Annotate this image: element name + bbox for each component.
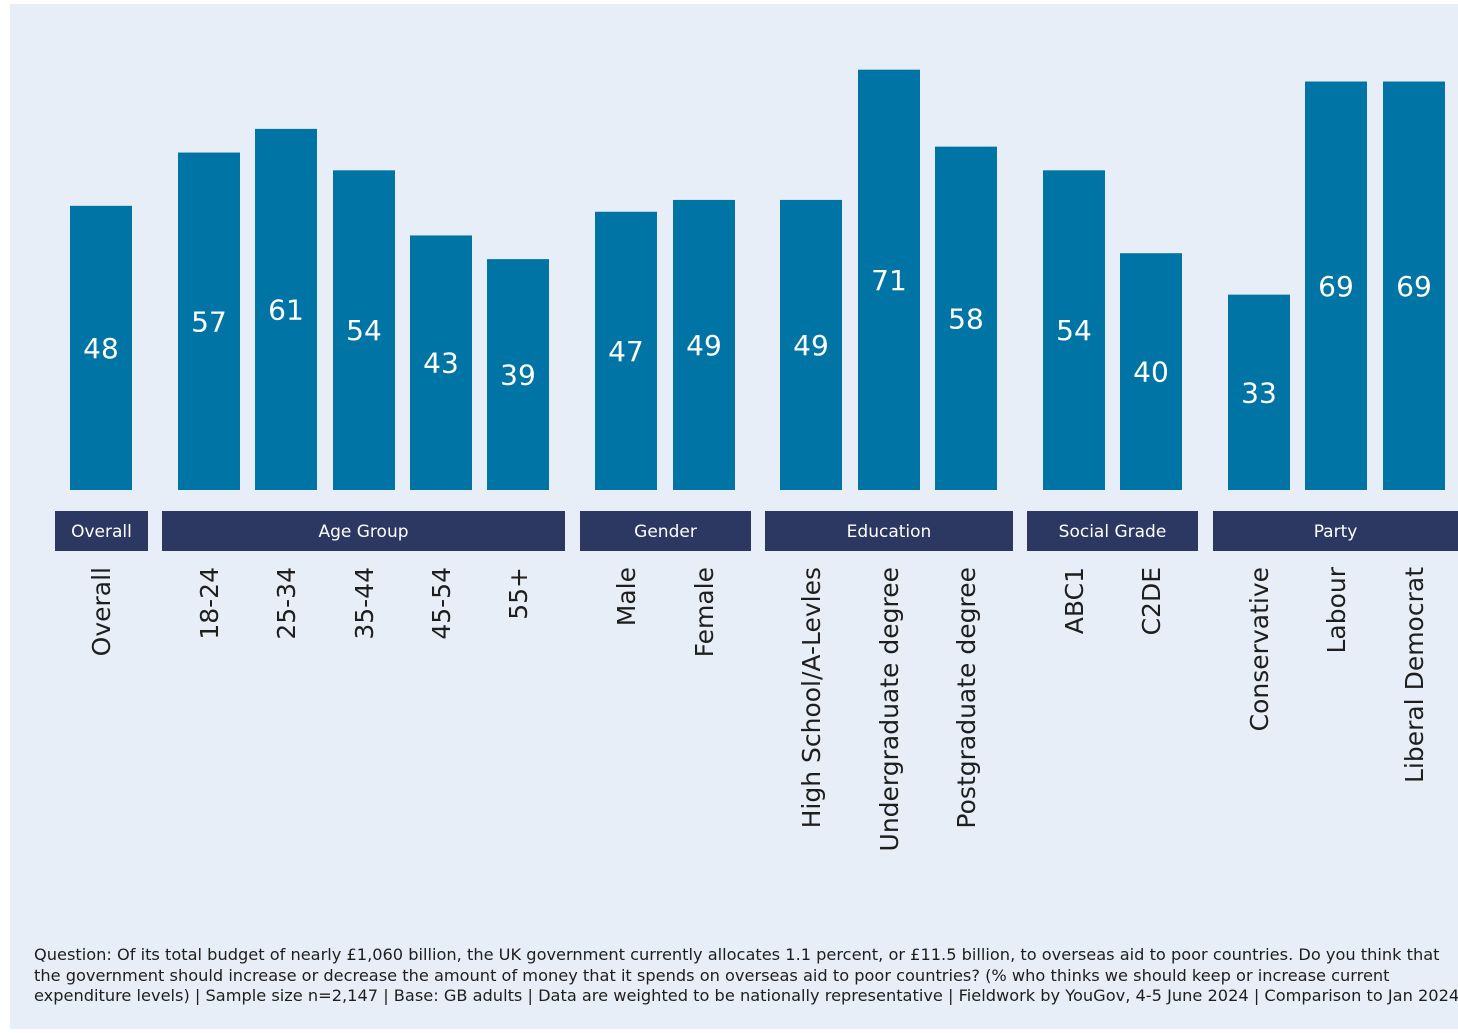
data-label: 43 xyxy=(423,347,459,380)
chart-panel: 48 Overall 57 18-24 61 25-34 54 35-44 43 45-54 39 5… xyxy=(10,4,1458,1029)
bar-chart: 48 Overall 57 18-24 61 25-34 54 35-44 43 45-54 39 5… xyxy=(55,69,1458,851)
category-label: Female xyxy=(690,567,719,657)
group-header xyxy=(1213,511,1458,551)
data-label: 39 xyxy=(500,359,536,392)
group-header xyxy=(765,511,1013,551)
group-label: Party xyxy=(1314,522,1358,542)
category-label: Conservative xyxy=(1245,567,1274,731)
data-label: 58 xyxy=(948,302,984,335)
bar xyxy=(333,170,395,490)
group-header xyxy=(1027,511,1198,551)
bar xyxy=(1228,294,1290,490)
category-label: C2DE xyxy=(1137,567,1166,635)
category-label: 55+ xyxy=(504,567,533,620)
category-label: ABC1 xyxy=(1060,567,1089,634)
category-label: Liberal Democrat xyxy=(1400,567,1429,783)
category-label: Undergraduate degree xyxy=(875,567,904,851)
bar xyxy=(255,128,317,490)
footnote: Question: Of its total budget of nearly … xyxy=(34,945,1458,1005)
category-label: 18-24 xyxy=(195,567,224,640)
data-label: 69 xyxy=(1318,270,1354,303)
bar xyxy=(858,69,920,491)
category-label: Male xyxy=(612,567,641,626)
bar xyxy=(1305,81,1367,491)
category-label: 25-34 xyxy=(272,567,301,640)
bar xyxy=(935,146,997,490)
group-label: Gender xyxy=(634,522,697,542)
category-label: High School/A-Levles xyxy=(797,567,826,828)
data-label: 71 xyxy=(871,264,907,297)
data-label: 57 xyxy=(191,305,227,338)
category-label: Postgraduate degree xyxy=(952,567,981,829)
group-label: Education xyxy=(847,522,932,542)
bar xyxy=(70,205,132,490)
bar xyxy=(780,199,842,491)
bar xyxy=(673,199,735,491)
bar xyxy=(178,152,240,490)
bar xyxy=(1043,170,1105,490)
data-label: 40 xyxy=(1133,356,1169,389)
bar xyxy=(595,211,657,490)
category-label: 35-44 xyxy=(350,567,379,640)
data-label: 54 xyxy=(346,314,382,347)
group-header xyxy=(580,511,751,551)
bar xyxy=(1383,81,1445,491)
bar xyxy=(487,259,549,490)
group-header xyxy=(162,511,565,551)
group-label: Age Group xyxy=(318,522,408,542)
category-label: Labour xyxy=(1322,566,1351,653)
data-label: 47 xyxy=(608,335,644,368)
data-label: 48 xyxy=(83,332,119,365)
data-label: 54 xyxy=(1056,314,1092,347)
data-label: 61 xyxy=(268,293,304,326)
bar xyxy=(410,235,472,490)
group-header xyxy=(55,511,148,551)
data-label: 49 xyxy=(793,329,829,362)
group-label: Overall xyxy=(71,522,132,542)
data-label: 69 xyxy=(1396,270,1432,303)
bar xyxy=(1120,253,1182,490)
category-label: 45-54 xyxy=(427,567,456,640)
data-label: 33 xyxy=(1241,376,1277,409)
group-label: Social Grade xyxy=(1059,522,1167,542)
category-label: Overall xyxy=(87,567,116,656)
data-label: 49 xyxy=(686,329,722,362)
